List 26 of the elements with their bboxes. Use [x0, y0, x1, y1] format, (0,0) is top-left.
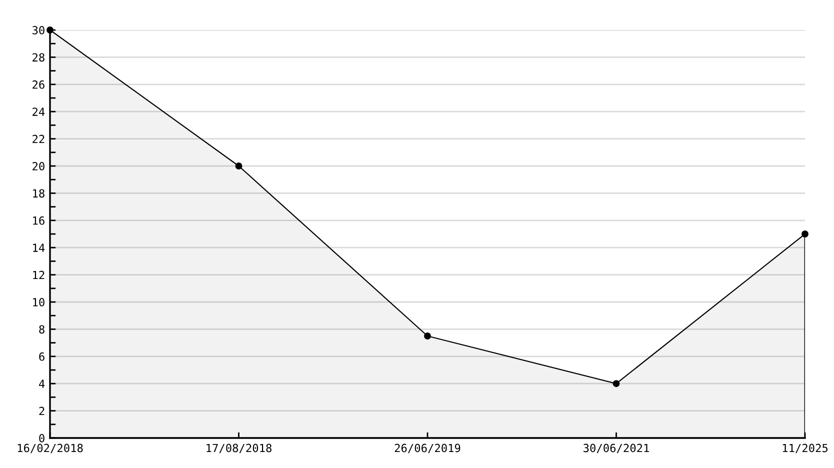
y-tick-label: 16 [33, 216, 44, 225]
point [235, 162, 242, 170]
y-tick-label: 12 [33, 270, 44, 280]
point [612, 380, 620, 388]
y-tick-label: 6 [39, 352, 44, 361]
y-tick-label: 18 [33, 189, 44, 198]
y-tick-label: 10 [33, 298, 44, 306]
y-tick-label: 4 [39, 380, 45, 388]
x-tick-label: 26/06/2019 [394, 444, 460, 454]
point [424, 332, 431, 340]
x-tick-label: 16/02/2018 [18, 444, 83, 454]
x-tick-label: 17/08/2018 [206, 444, 272, 454]
y-tick-label: 0 [39, 434, 44, 442]
point [46, 26, 54, 34]
y-tick-label: 26 [32, 80, 44, 89]
y-tick-label: 30 [32, 26, 44, 34]
x-tick-label: 30/06/2021 [584, 444, 649, 454]
y-tick-label: 8 [39, 325, 44, 334]
y-tick-label: 22 [32, 134, 44, 144]
y-tick-label: 24 [32, 108, 45, 116]
y-tick-label: 20 [32, 162, 44, 170]
point [802, 230, 808, 238]
y-tick-label: 28 [32, 53, 44, 62]
y-tick-label: 2 [39, 406, 44, 416]
x-tick-label: 11/2025 [782, 444, 828, 454]
y-tick-label: 14 [33, 244, 45, 252]
